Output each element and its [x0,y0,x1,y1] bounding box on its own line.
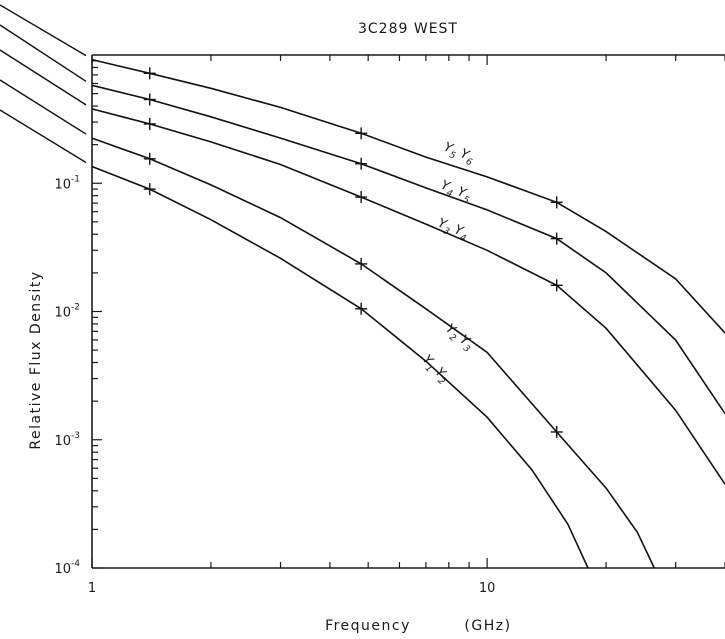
series-line [91,165,589,569]
series-line [91,108,725,485]
y-tick-label: 10-2 [54,303,80,321]
curves [91,58,725,569]
series-line [91,84,725,415]
y-tick-label: 10-4 [54,559,80,577]
leader-line [0,109,87,164]
curve-label: Y2 Y3 [441,321,477,355]
leader-line [0,4,87,57]
leader-line [0,24,87,82]
x-axis-label: Frequency [325,618,411,634]
y-tick-label: 10-3 [54,431,80,449]
series-3 [91,108,725,485]
axis-ticks [91,55,725,569]
leader-line [0,49,87,106]
x-tick-label: 1 [88,581,96,596]
axis-tick-labels: 1 10 10-1 10-2 10-3 10-4 [54,174,495,596]
curve-label: Y4 Y5 [437,178,473,207]
series-line [91,58,725,334]
x-axis-unit: (GHz) [464,618,511,634]
curve-label: Y5 Y6 [440,140,476,169]
curve-label: Y3 Y4 [434,216,470,245]
series-2 [91,84,725,415]
x-tick-label: 10 [479,581,496,596]
series-5 [91,165,589,569]
leader-lines [0,4,87,164]
series-1 [91,58,725,334]
plot-frame [91,54,725,569]
series-line [91,137,656,569]
y-tick-label: 10-1 [54,174,80,192]
y-axis-label: Relative Flux Density [28,270,44,449]
leader-line [0,79,87,135]
chart-title: 3C289 WEST [358,21,458,37]
series-4 [91,137,656,569]
